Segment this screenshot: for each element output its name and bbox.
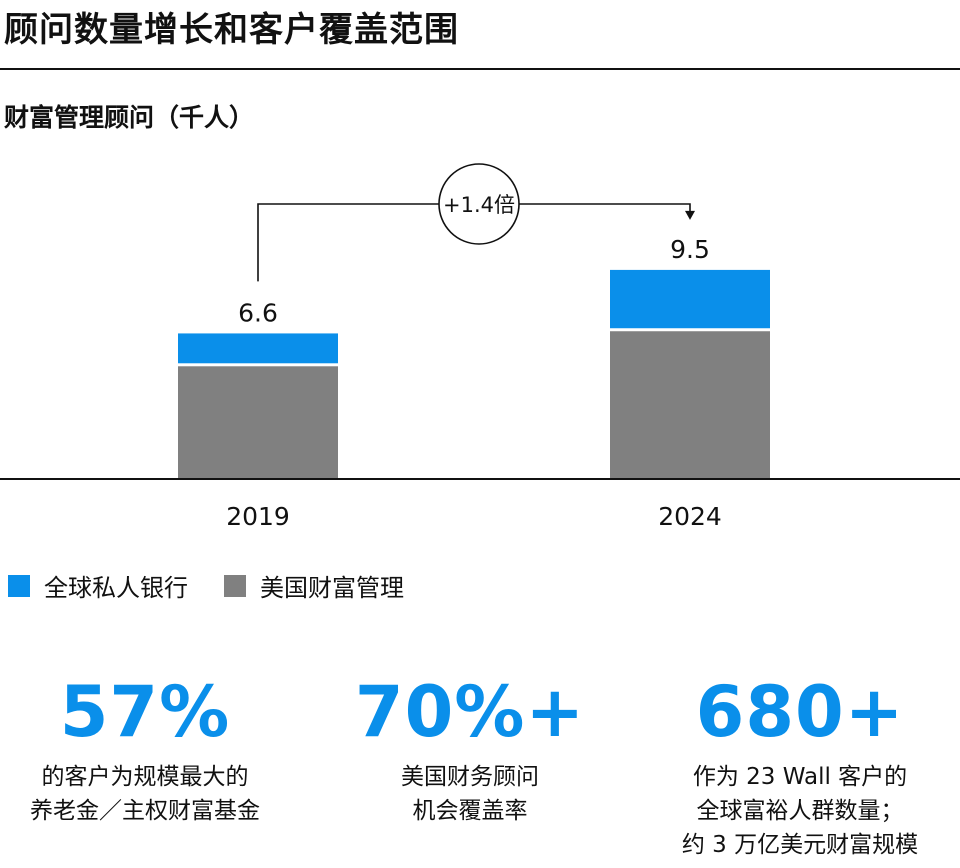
growth-bubble	[438, 163, 520, 245]
growth-connector: +1.4倍	[257, 163, 695, 282]
stat-desc-line: 全球富裕人群数量；	[696, 798, 904, 824]
stat-desc-line: 的客户为规模最大的	[41, 764, 249, 790]
stat-pension-clients: 57% 的客户为规模最大的 养老金／主权财富基金	[0, 672, 290, 862]
stat-desc-line: 养老金／主权财富基金	[30, 798, 260, 824]
legend-label-us-wealth-management: 美国财富管理	[260, 574, 404, 602]
stat-advisor-coverage: 70%+ 美国财务顾问 机会覆盖率	[320, 672, 620, 862]
x-tick-label: 2024	[658, 502, 722, 531]
stat-description: 美国财务顾问 机会覆盖率	[320, 760, 620, 828]
x-tick-label: 2019	[226, 502, 290, 531]
legend-swatch-global-private-bank	[8, 574, 30, 597]
bar-total-label: 6.6	[238, 298, 278, 327]
bar-2019-us-wealth-management	[178, 366, 338, 478]
bars-group	[178, 269, 770, 478]
arrow-head	[685, 210, 695, 220]
labels-group: 6.6 2019 9.5 2024	[226, 235, 722, 531]
stat-value: 680+	[695, 671, 905, 753]
bar-2024-global-private-bank	[610, 269, 770, 329]
legend-label-global-private-bank: 全球私人银行	[44, 574, 188, 602]
stat-value: 57%	[59, 671, 231, 753]
stat-affluent-clients: 680+ 作为 23 Wall 客户的 全球富裕人群数量； 约 3 万亿美元财富…	[640, 672, 960, 862]
stat-desc-line: 作为 23 Wall 客户的	[692, 764, 908, 790]
legend-swatch-us-wealth-management	[224, 574, 246, 597]
stat-value: 70%+	[354, 671, 586, 753]
bar-total-label: 9.5	[670, 235, 710, 264]
bar-2024-us-wealth-management	[610, 331, 770, 478]
legend: 全球私人银行 美国财富管理	[8, 568, 440, 603]
advisor-bar-chart: 6.6 2019 9.5 2024 +1.4倍	[0, 163, 960, 531]
stat-desc-line: 约 3 万亿美元财富规模	[681, 832, 919, 858]
stats-row: 57% 的客户为规模最大的 养老金／主权财富基金 70%+ 美国财务顾问 机会覆…	[0, 672, 960, 862]
stat-description: 的客户为规模最大的 养老金／主权财富基金	[0, 760, 290, 828]
title-divider	[0, 68, 960, 70]
growth-annotation: +1.4倍	[443, 193, 515, 217]
legend-item-global-private-bank: 全球私人银行	[8, 568, 188, 603]
legend-item-us-wealth-management: 美国财富管理	[224, 568, 404, 603]
stat-description: 作为 23 Wall 客户的 全球富裕人群数量； 约 3 万亿美元财富规模	[640, 760, 960, 862]
page-title: 顾问数量增长和客户覆盖范围	[4, 10, 459, 50]
stat-desc-line: 美国财务顾问	[401, 764, 539, 790]
stat-desc-line: 机会覆盖率	[412, 798, 528, 824]
chart-subtitle: 财富管理顾问（千人）	[4, 103, 255, 132]
bar-2019-global-private-bank	[178, 333, 338, 364]
